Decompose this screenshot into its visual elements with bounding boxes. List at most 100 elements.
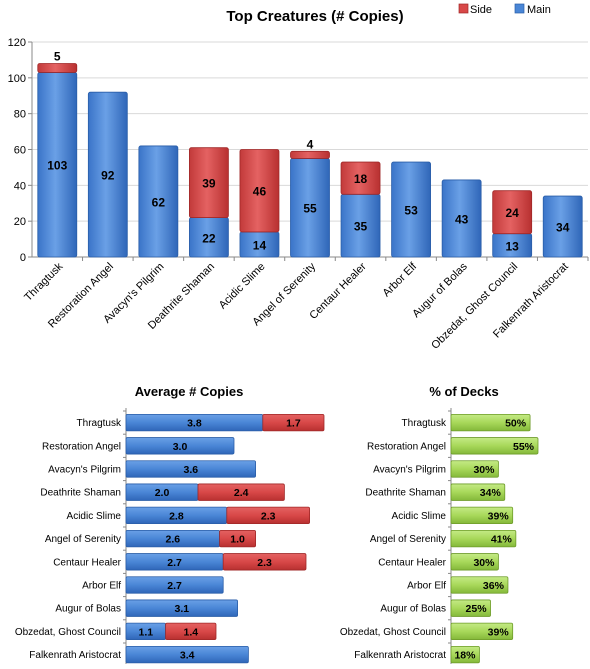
data-label-main: 35 — [354, 220, 368, 234]
bar — [450, 483, 506, 501]
row-label: Thragtusk — [77, 418, 122, 429]
bar-side — [340, 161, 381, 195]
data-label-side: 39 — [202, 177, 216, 191]
bar — [450, 529, 517, 548]
row-label: Deathrite Shaman — [365, 488, 446, 499]
bar-side — [222, 553, 307, 571]
data-label-side: 5 — [54, 50, 61, 64]
data-label: 36% — [483, 580, 505, 592]
data-label-main: 14 — [253, 238, 267, 252]
bar-main — [125, 437, 235, 455]
bar — [450, 460, 499, 478]
data-label-side: 2.3 — [257, 557, 272, 569]
bar-side — [219, 529, 257, 548]
data-label-main: 2.7 — [167, 557, 182, 569]
data-label: 30% — [473, 464, 495, 476]
y-axis: 0 20 40 60 80 100 120 — [8, 37, 32, 264]
chart-title: Average # Copies — [135, 384, 244, 399]
data-label-main: 34 — [556, 221, 570, 235]
y-tick-label: 80 — [14, 109, 26, 121]
bar-side — [226, 506, 311, 525]
data-label-main: 1.1 — [138, 626, 153, 638]
legend-swatch-main — [514, 3, 525, 14]
bar-side — [239, 149, 280, 233]
bar-main — [125, 576, 224, 594]
data-label: 55% — [513, 441, 535, 453]
row-label: Falkenrath Aristocrat — [354, 650, 446, 661]
data-label: 39% — [488, 510, 510, 522]
data-label: 41% — [491, 534, 513, 546]
bar-side — [189, 147, 229, 218]
x-tick-label: Acidic Slime — [217, 261, 268, 312]
row-label: Obzedat, Ghost Council — [15, 627, 121, 638]
y-tick-label: 120 — [8, 37, 26, 49]
x-tick-label: Thragtusk — [22, 260, 65, 303]
data-label-main: 103 — [47, 159, 67, 173]
y-tick-label: 40 — [14, 180, 26, 192]
legend-label-side: Side — [470, 4, 492, 16]
bar-main — [125, 460, 257, 478]
data-label-main: 3.8 — [187, 418, 202, 430]
legend-swatch-side — [458, 3, 469, 14]
row-label: Centaur Healer — [378, 557, 446, 568]
data-label-side: 1.0 — [230, 534, 245, 546]
row-label: Angel of Serenity — [370, 534, 446, 545]
bar — [450, 622, 514, 641]
bar-main — [441, 179, 482, 258]
data-label-side: 24 — [506, 206, 520, 220]
data-label-main: 3.6 — [183, 464, 198, 476]
data-label-main: 3.4 — [180, 650, 195, 662]
row-label: Angel of Serenity — [45, 534, 121, 545]
row-label: Arbor Elf — [82, 581, 121, 592]
row-label: Thragtusk — [402, 418, 447, 429]
data-label-side: 2.3 — [261, 510, 276, 522]
average-copies-chart: Average # Copies Thragtusk 3.8 1.7 Restorat… — [15, 384, 325, 664]
data-label-side: 1.7 — [286, 418, 301, 430]
row-label: Arbor Elf — [407, 581, 446, 592]
bars: 103 5 92 62 22 39 14 46 55 4 35 18 53 43 13 24 34 — [37, 50, 583, 258]
bar-main — [125, 599, 238, 617]
data-label-main: 3.0 — [173, 441, 188, 453]
bar-main — [542, 195, 583, 258]
legend: Side Main — [458, 3, 551, 16]
data-label-main: 2.7 — [167, 580, 182, 592]
chart-title: Top Creatures (# Copies) — [226, 8, 403, 25]
row-label: Obzedat, Ghost Council — [340, 627, 446, 638]
bar-side — [492, 190, 533, 235]
data-label-main: 2.0 — [155, 487, 170, 499]
bar — [450, 413, 531, 432]
data-label-main: 13 — [506, 239, 520, 253]
rows: Thragtusk 50% Restoration Angel 55% Avacyn's… — [340, 410, 539, 664]
x-tick-label: Arbor Elf — [380, 260, 419, 299]
bar-main — [391, 161, 431, 258]
data-label-side: 18 — [354, 172, 368, 186]
bar-main — [125, 645, 249, 664]
data-label: 25% — [466, 603, 488, 615]
data-label-main: 22 — [202, 231, 216, 245]
x-tick-label: Obzedat, Ghost Council — [429, 261, 520, 352]
legend-label-main: Main — [527, 4, 551, 16]
data-label-main: 53 — [404, 204, 418, 218]
data-label-main: 2.6 — [165, 534, 180, 546]
percent-of-decks-chart: % of Decks Thragtusk 50% Restoration Angel… — [340, 384, 539, 664]
bar — [450, 506, 514, 525]
bar-main — [87, 91, 128, 258]
rows: Thragtusk 3.8 1.7 Restoration Angel 3.0 Avacy… — [15, 410, 325, 664]
bar — [450, 599, 491, 617]
y-tick-label: 20 — [14, 216, 26, 228]
bar — [450, 645, 480, 664]
bar-side — [165, 622, 217, 641]
bar — [450, 553, 499, 571]
row-label: Avacyn's Pilgrim — [48, 465, 121, 476]
data-label-side: 4 — [307, 137, 314, 151]
bar-main — [138, 145, 179, 258]
data-label-main: 2.8 — [169, 510, 184, 522]
data-label: 18% — [454, 650, 476, 662]
data-label-side: 2.4 — [234, 487, 249, 499]
top-creatures-chart: Top Creatures (# Copies) Side Main 02040… — [8, 3, 589, 352]
data-label-main: 92 — [101, 169, 115, 183]
data-label-side: 46 — [253, 185, 267, 199]
y-tick-label: 60 — [14, 145, 26, 157]
